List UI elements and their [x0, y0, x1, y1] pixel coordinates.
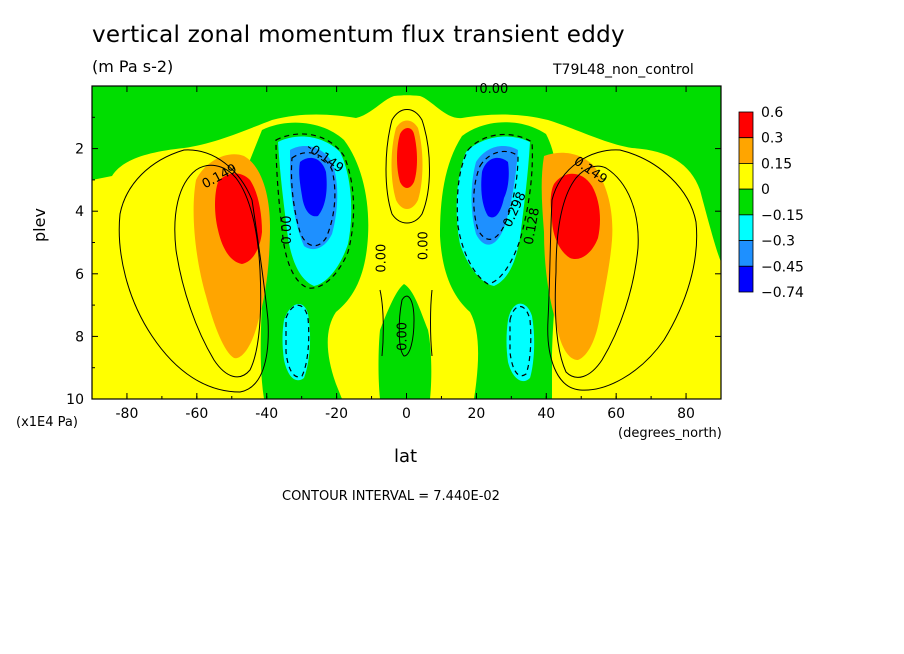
contour-interval-text: CONTOUR INTERVAL = 7.440E-02 — [282, 489, 500, 504]
contour-label: 0.00 — [396, 322, 411, 351]
y-tick-label: 4 — [75, 204, 84, 220]
region-equatorial-red — [397, 128, 417, 188]
colorbar-label: −0.15 — [761, 208, 804, 224]
colorbar-swatch — [738, 188, 754, 216]
region-negative-top-band — [92, 86, 721, 262]
y-tick-label: 2 — [75, 142, 84, 158]
x-tick-label: 40 — [537, 406, 555, 422]
colorbar-label: 0 — [761, 182, 770, 198]
region-negative-equatorial — [378, 284, 432, 399]
colorbar-label: −0.45 — [761, 259, 804, 275]
region-nh-lower-cyan — [506, 303, 535, 382]
contour-label: 0.00 — [479, 82, 508, 97]
chart-title: vertical zonal momentum flux transient e… — [92, 22, 625, 48]
y-tick-label: 6 — [75, 267, 84, 283]
x-tick-label: 60 — [607, 406, 625, 422]
x-axis-units: (degrees_north) — [618, 426, 722, 441]
x-tick-label: 80 — [677, 406, 695, 422]
x-tick-label: -80 — [116, 406, 139, 422]
region-nh-core — [481, 157, 509, 218]
contour-label: 0.00 — [416, 231, 431, 260]
region-sh-core — [299, 157, 327, 217]
colorbar-label: 0.6 — [761, 105, 783, 121]
x-axis: -80 -60 -40 -20 0 20 40 60 80 — [91, 86, 722, 422]
x-axis-label: lat — [394, 446, 418, 467]
x-tick-label: -20 — [325, 406, 348, 422]
y-axis: 2 4 6 8 10 — [66, 116, 721, 408]
region-nh-red — [550, 173, 600, 260]
colorbar-label: 0.15 — [761, 156, 792, 172]
colorbar-swatch — [738, 265, 754, 293]
colorbar-label: −0.3 — [761, 234, 795, 250]
colorbar-swatch — [738, 240, 754, 267]
colorbar: 0.6 0.3 0.15 0 −0.15 −0.3 −0.45 −0.74 — [738, 105, 804, 301]
x-tick-label: 0 — [402, 406, 411, 422]
colorbar-label: −0.74 — [761, 285, 804, 301]
y-tick-label: 10 — [66, 392, 84, 408]
colorbar-swatch — [738, 163, 754, 190]
colorbar-swatch — [738, 137, 754, 164]
contour-label: 0.00 — [375, 244, 390, 273]
y-tick-label: 8 — [75, 329, 84, 345]
y-axis-units: (x1E4 Pa) — [16, 415, 78, 430]
contour-label: 0.00 — [280, 216, 295, 245]
x-tick-label: 20 — [467, 406, 485, 422]
negative-contour-lines — [275, 133, 533, 378]
colorbar-label: 0.3 — [761, 131, 783, 147]
colorbar-swatch — [738, 214, 754, 241]
x-tick-label: -60 — [185, 406, 208, 422]
contour-label: 0.128 — [522, 207, 543, 246]
x-tick-label: -40 — [255, 406, 278, 422]
region-sh-lower-cyan — [282, 303, 311, 381]
contour-lines — [118, 109, 698, 393]
chart-units: (m Pa s-2) — [92, 57, 174, 76]
run-label: T79L48_non_control — [553, 62, 694, 78]
filled-contour-field — [92, 86, 721, 399]
colorbar-swatch — [738, 111, 754, 139]
